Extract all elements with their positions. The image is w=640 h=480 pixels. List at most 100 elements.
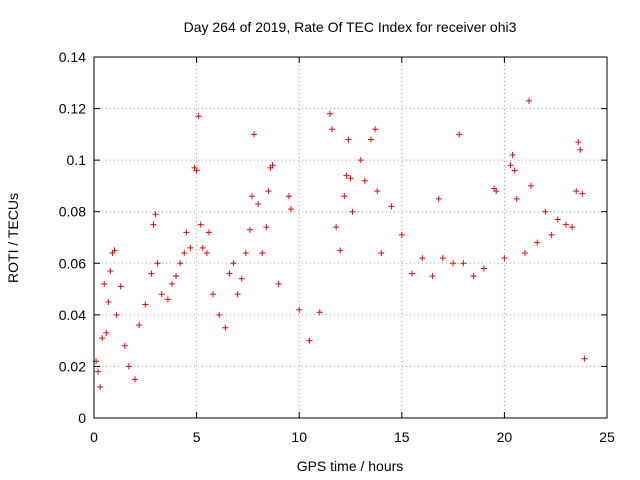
data-point bbox=[177, 260, 184, 267]
data-point bbox=[226, 270, 233, 277]
data-point bbox=[132, 376, 139, 383]
data-point bbox=[333, 224, 340, 231]
data-point bbox=[222, 324, 229, 331]
data-point bbox=[548, 231, 555, 238]
y-tick-label: 0 bbox=[78, 410, 86, 426]
axis-ticks: 0 5 10 15 20 25 0 0.02 0.04 0.06 0.08 0.1 0.12 0.14 bbox=[59, 49, 615, 445]
data-point bbox=[480, 265, 487, 272]
data-point bbox=[242, 249, 249, 256]
data-point bbox=[501, 255, 508, 262]
data-point bbox=[526, 97, 533, 104]
x-tick-label: 20 bbox=[497, 429, 513, 445]
y-tick-label: 0.14 bbox=[59, 49, 86, 65]
data-point bbox=[398, 231, 405, 238]
data-point bbox=[263, 224, 270, 231]
data-point bbox=[378, 249, 385, 256]
data-point bbox=[521, 249, 528, 256]
data-point bbox=[460, 260, 467, 267]
data-point bbox=[255, 200, 262, 207]
data-point bbox=[265, 188, 272, 195]
data-point bbox=[450, 260, 457, 267]
data-point bbox=[249, 193, 256, 200]
data-point bbox=[470, 273, 477, 280]
data-point bbox=[142, 301, 149, 308]
data-point bbox=[107, 268, 114, 275]
data-point bbox=[511, 167, 518, 174]
data-point bbox=[419, 255, 426, 262]
data-point bbox=[136, 322, 143, 329]
data-point bbox=[97, 384, 104, 391]
data-point bbox=[326, 110, 333, 117]
data-point bbox=[579, 190, 586, 197]
y-tick-label: 0.12 bbox=[59, 101, 86, 117]
y-tick-label: 0.1 bbox=[67, 152, 87, 168]
x-tick-label: 15 bbox=[394, 429, 410, 445]
data-point bbox=[234, 291, 241, 298]
data-point bbox=[216, 311, 223, 318]
data-point bbox=[275, 280, 282, 287]
data-point bbox=[193, 167, 200, 174]
data-point bbox=[125, 363, 132, 370]
data-point bbox=[357, 157, 364, 164]
data-point bbox=[409, 270, 416, 277]
data-point bbox=[374, 188, 381, 195]
y-tick-label: 0.08 bbox=[59, 204, 86, 220]
data-point bbox=[181, 249, 188, 256]
data-point bbox=[195, 113, 202, 120]
data-point bbox=[562, 221, 569, 228]
data-point bbox=[205, 229, 212, 236]
data-point bbox=[111, 247, 118, 254]
data-point bbox=[528, 182, 535, 189]
plot-frame bbox=[93, 56, 608, 419]
data-point bbox=[148, 270, 155, 277]
data-point bbox=[101, 280, 108, 287]
data-point bbox=[259, 249, 266, 256]
data-point bbox=[554, 216, 561, 223]
data-point bbox=[251, 131, 258, 138]
data-point bbox=[569, 224, 576, 231]
data-point bbox=[187, 244, 194, 251]
data-point bbox=[158, 291, 165, 298]
data-point bbox=[197, 221, 204, 228]
data-point bbox=[429, 273, 436, 280]
data-point bbox=[581, 355, 588, 362]
data-point bbox=[230, 260, 237, 267]
data-point bbox=[341, 193, 348, 200]
data-point bbox=[493, 188, 500, 195]
data-point bbox=[337, 247, 344, 254]
data-point bbox=[269, 162, 276, 169]
data-point bbox=[154, 260, 161, 267]
data-point bbox=[439, 255, 446, 262]
data-point bbox=[105, 298, 112, 305]
data-point bbox=[99, 335, 106, 342]
data-point bbox=[246, 226, 253, 233]
data-point bbox=[368, 136, 375, 143]
data-point bbox=[575, 139, 582, 146]
y-tick-label: 0.06 bbox=[59, 255, 86, 271]
data-point bbox=[285, 193, 292, 200]
data-point bbox=[534, 239, 541, 246]
data-point bbox=[113, 311, 120, 318]
data-point bbox=[152, 211, 159, 218]
data-point bbox=[349, 208, 356, 215]
data-point bbox=[203, 249, 210, 256]
data-point bbox=[121, 342, 128, 349]
x-tick-label: 5 bbox=[193, 429, 201, 445]
data-point bbox=[573, 188, 580, 195]
grid-lines bbox=[94, 57, 607, 418]
data-point bbox=[95, 368, 102, 375]
data-point bbox=[173, 273, 180, 280]
y-axis-label: ROTI / TECUs bbox=[5, 193, 21, 283]
data-point bbox=[347, 175, 354, 182]
data-point bbox=[164, 296, 171, 303]
data-point bbox=[183, 229, 190, 236]
data-point bbox=[343, 172, 350, 179]
data-point bbox=[168, 280, 175, 287]
chart-title: Day 264 of 2019, Rate Of TEC Index for r… bbox=[184, 19, 517, 35]
data-point bbox=[306, 337, 313, 344]
data-point bbox=[316, 309, 323, 316]
data-point bbox=[345, 136, 352, 143]
data-point bbox=[199, 244, 206, 251]
y-tick-label: 0.04 bbox=[59, 307, 86, 323]
